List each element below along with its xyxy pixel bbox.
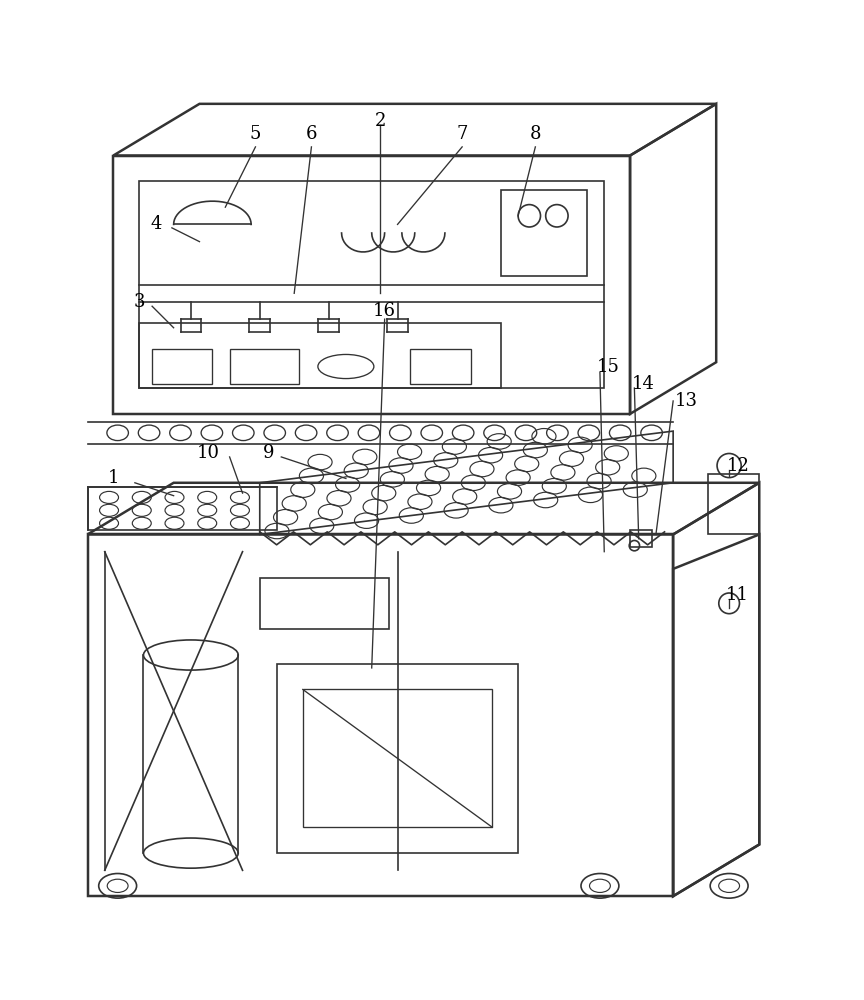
Bar xyxy=(87,534,673,896)
Bar xyxy=(260,578,389,629)
Bar xyxy=(302,689,492,827)
Text: 9: 9 xyxy=(263,444,274,462)
Text: 14: 14 xyxy=(632,375,654,393)
Bar xyxy=(230,349,298,384)
Text: 15: 15 xyxy=(597,358,620,376)
Text: 13: 13 xyxy=(675,392,697,410)
Text: 4: 4 xyxy=(150,215,162,233)
Bar xyxy=(139,323,501,388)
Text: 1: 1 xyxy=(108,469,119,487)
Text: 11: 11 xyxy=(727,586,749,604)
Text: 6: 6 xyxy=(306,125,317,143)
Bar xyxy=(113,156,630,414)
Text: 2: 2 xyxy=(375,112,386,130)
Text: 8: 8 xyxy=(530,125,541,143)
Text: 10: 10 xyxy=(197,444,219,462)
Bar xyxy=(139,181,604,388)
Bar xyxy=(501,190,587,276)
Text: 12: 12 xyxy=(727,457,749,475)
Text: 3: 3 xyxy=(133,293,145,311)
Bar xyxy=(410,349,471,384)
Text: 16: 16 xyxy=(373,302,396,320)
Text: 5: 5 xyxy=(250,125,261,143)
Text: 7: 7 xyxy=(456,125,467,143)
Bar xyxy=(152,349,213,384)
Bar xyxy=(277,664,518,853)
Bar xyxy=(630,530,651,547)
